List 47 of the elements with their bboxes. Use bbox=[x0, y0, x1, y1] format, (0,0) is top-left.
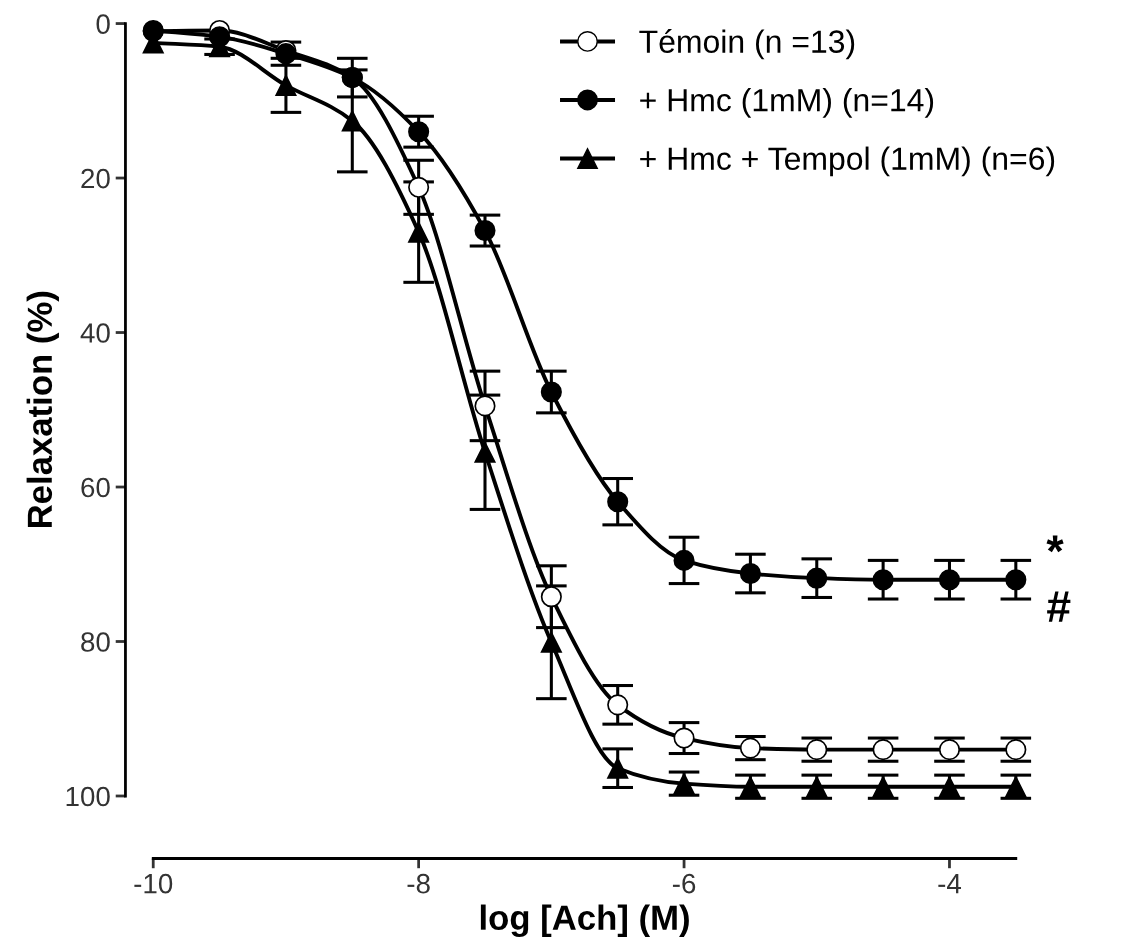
point bbox=[540, 586, 562, 608]
point bbox=[1005, 739, 1027, 761]
point bbox=[938, 569, 961, 591]
y-axis-title: Relaxation (%) bbox=[26, 291, 59, 528]
point bbox=[607, 757, 629, 779]
x-tick-label: -6 bbox=[672, 873, 696, 894]
y-tick-label: 80 bbox=[81, 632, 110, 652]
point bbox=[1005, 776, 1027, 798]
point bbox=[607, 491, 629, 513]
point bbox=[739, 562, 761, 585]
point bbox=[806, 776, 828, 798]
point bbox=[474, 441, 496, 463]
point bbox=[474, 220, 496, 242]
point bbox=[540, 631, 562, 653]
point bbox=[408, 121, 430, 143]
x-tick-label: -8 bbox=[407, 873, 430, 894]
y-tick-label: 0 bbox=[96, 14, 110, 34]
point bbox=[739, 737, 761, 759]
point bbox=[408, 176, 430, 198]
point bbox=[474, 395, 496, 417]
y-tick-label: 20 bbox=[81, 168, 110, 189]
point bbox=[806, 739, 828, 761]
legend-label: + Hmc + Tempol (1mM) (n=6) bbox=[640, 146, 1055, 177]
legend-label: Témoin (n =13) bbox=[639, 29, 855, 60]
point bbox=[607, 694, 629, 716]
point bbox=[341, 110, 363, 132]
point bbox=[872, 776, 894, 798]
y-tick-label: 60 bbox=[81, 477, 110, 498]
legend-label: + Hmc (1mM) (n=14) bbox=[640, 88, 934, 118]
point bbox=[1005, 569, 1027, 591]
point bbox=[806, 567, 828, 589]
x-tick-label: -10 bbox=[134, 873, 173, 894]
y-tick-label: 40 bbox=[80, 323, 110, 343]
x-axis-title: log [Ach] (M) bbox=[480, 904, 689, 938]
point bbox=[872, 739, 894, 761]
point bbox=[673, 549, 695, 571]
x-tick-label: -4 bbox=[938, 874, 962, 894]
point bbox=[275, 74, 297, 96]
point bbox=[739, 776, 761, 798]
y-tick-label: 100 bbox=[66, 786, 110, 807]
point bbox=[673, 727, 695, 749]
point bbox=[872, 569, 894, 591]
annotation: * bbox=[1046, 535, 1064, 553]
annotation: # bbox=[1047, 591, 1071, 622]
point bbox=[540, 381, 562, 403]
point bbox=[673, 773, 695, 795]
point bbox=[408, 221, 430, 243]
